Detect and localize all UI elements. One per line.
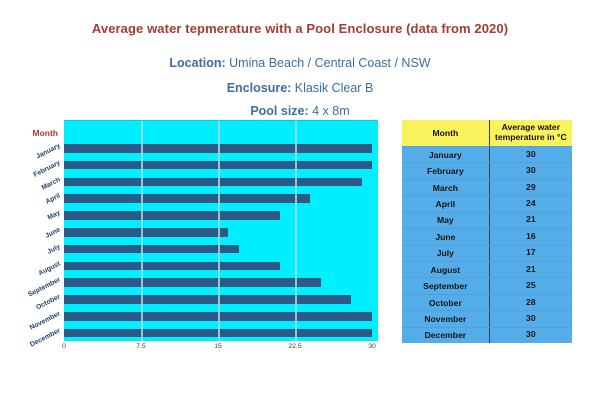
table-row-january: January 30 xyxy=(402,146,572,163)
bar-chart: Month January February March April May June Ju… xyxy=(0,120,390,356)
cell-month: January xyxy=(428,149,462,160)
pool-size-label: Pool size: xyxy=(250,104,309,118)
cell-temperature: 24 xyxy=(488,196,572,212)
cell-month: November xyxy=(424,313,467,324)
cell-month: December xyxy=(424,330,467,341)
chart-axis-title: Month xyxy=(32,128,59,138)
cell-month: October xyxy=(428,297,462,308)
bar-april xyxy=(64,194,311,203)
x-axis-tick-7.5: 7.5 xyxy=(136,343,146,350)
table-header-row: Month Average water temperature in °C xyxy=(402,120,572,146)
bar-october xyxy=(64,295,352,304)
subtitle-pool-size: Pool size: 4 x 8m xyxy=(0,104,600,118)
cell-month: April xyxy=(435,198,456,209)
x-axis-tick-15: 15 xyxy=(214,343,222,350)
temperature-table: Month Average water temperature in °C Ja… xyxy=(402,120,572,344)
cell-temperature: 21 xyxy=(488,261,572,278)
table-header-month: Month xyxy=(432,128,459,138)
bar-july xyxy=(64,244,239,254)
enclosure-label: Enclosure: xyxy=(226,81,292,95)
cell-temperature: 30 xyxy=(488,163,572,179)
subtitle-enclosure: Enclosure: Klasik Clear B xyxy=(0,81,600,95)
gridline-7.5 xyxy=(141,121,143,341)
cell-month: June xyxy=(435,231,456,242)
table-row-march: March 29 xyxy=(402,178,572,196)
enclosure-value: Klasik Clear B xyxy=(291,81,374,95)
cell-temperature: 29 xyxy=(488,179,572,196)
cell-month: February xyxy=(426,166,464,177)
page-title: Average water tepmerature with a Pool En… xyxy=(91,21,509,36)
table-row-august: August 21 xyxy=(402,260,572,278)
bar-september xyxy=(64,278,321,287)
bar-march xyxy=(64,177,362,187)
bar-august xyxy=(64,261,280,271)
cell-month: August xyxy=(430,264,461,275)
table-row-december: December 30 xyxy=(402,326,572,344)
table-row-july: July 17 xyxy=(402,244,572,261)
cell-month: September xyxy=(423,281,468,292)
table-row-april: April 24 xyxy=(402,195,572,212)
x-axis-tick-30: 30 xyxy=(368,343,376,350)
cell-temperature: 30 xyxy=(488,311,572,327)
chart-plot-area xyxy=(64,120,378,341)
cell-temperature: 17 xyxy=(488,245,572,261)
cell-temperature: 30 xyxy=(488,147,572,163)
pool-size-value: 4 x 8m xyxy=(308,104,350,118)
gridline-22.5 xyxy=(295,121,297,341)
gridline-15 xyxy=(218,121,220,341)
bar-june xyxy=(64,228,229,237)
table-row-september: September 25 xyxy=(402,277,572,294)
table-row-november: November 30 xyxy=(402,310,572,327)
cell-temperature: 28 xyxy=(488,294,572,311)
cell-temperature: 25 xyxy=(488,278,572,294)
bar-may xyxy=(64,211,280,220)
cell-month: March xyxy=(432,182,458,193)
x-axis-tick-0: 0 xyxy=(62,343,66,350)
cell-temperature: 21 xyxy=(488,212,572,229)
location-label: Location: xyxy=(169,56,226,70)
cell-temperature: 30 xyxy=(488,327,572,344)
cell-temperature: 16 xyxy=(488,229,572,245)
table-row-june: June 16 xyxy=(402,228,572,245)
table-row-october: October 28 xyxy=(402,293,572,311)
table-header-temperature: Average water temperature in °C xyxy=(488,120,572,146)
location-value: Umina Beach / Central Coast / NSW xyxy=(225,56,431,70)
table-row-may: May 21 xyxy=(402,211,572,229)
table-row-february: February 30 xyxy=(402,162,572,179)
cell-month: May xyxy=(436,215,454,226)
cell-month: July xyxy=(436,248,454,259)
subtitle-location: Location: Umina Beach / Central Coast / … xyxy=(0,56,600,70)
x-axis-tick-22.5: 22.5 xyxy=(288,343,302,350)
